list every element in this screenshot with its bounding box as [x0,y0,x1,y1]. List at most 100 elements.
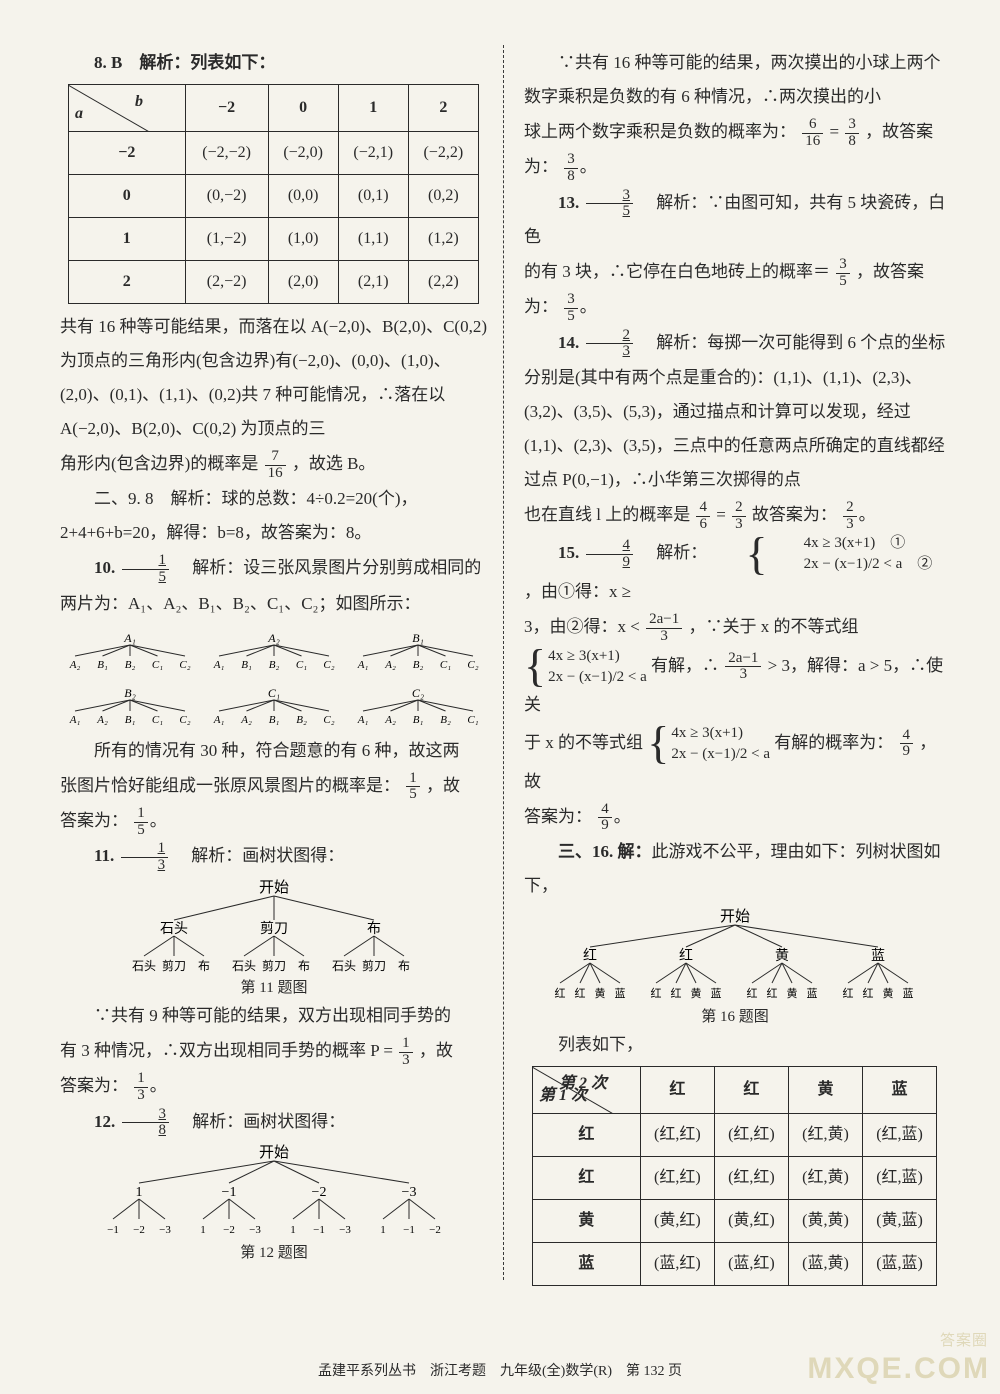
svg-text:石头: 石头 [160,921,188,937]
svg-text:A₂: A₂ [240,714,252,726]
svg-text:1: 1 [136,1185,143,1200]
svg-text:C₂: C₂ [467,659,478,671]
q11-head: 11. 13 解析：画树状图得： [60,839,488,873]
svg-text:−1: −1 [313,1224,325,1236]
svg-text:A₁: A₁ [213,714,225,726]
svg-text:C₁: C₁ [440,659,451,671]
svg-text:B₂: B₂ [413,659,424,671]
q12-p1: ∵共有 16 种等可能的结果，两次摸出的小球上两个数字乘积是负数的有 6 种情况… [524,46,946,114]
svg-text:−1: −1 [403,1224,415,1236]
svg-text:C₁: C₁ [268,686,280,700]
svg-text:黄: 黄 [787,986,798,1000]
q12-head: 12. 38 解析：画树状图得： [60,1105,488,1139]
svg-text:−1: −1 [107,1224,119,1236]
svg-text:B₁: B₁ [412,631,424,645]
svg-text:1: 1 [380,1224,386,1236]
svg-text:1: 1 [290,1224,296,1236]
svg-text:石头: 石头 [232,959,256,973]
svg-text:剪刀: 剪刀 [162,958,186,973]
svg-text:红: 红 [863,987,874,1000]
svg-text:A₁: A₁ [213,659,225,671]
svg-text:红: 红 [583,948,597,964]
q11-p1: ∵共有 9 种等可能的结果，双方出现相同手势的 [60,999,488,1033]
q16-table-diag: 第 2 次 第 1 次 [533,1067,613,1113]
svg-text:C₁: C₁ [152,659,163,671]
svg-text:−3: −3 [249,1224,261,1236]
svg-text:C₁: C₁ [467,714,478,726]
svg-text:A₂: A₂ [96,714,108,726]
svg-text:剪刀: 剪刀 [260,921,288,937]
svg-text:C₂: C₂ [412,686,424,700]
right-column: ∵共有 16 种等可能的结果，两次摸出的小球上两个数字乘积是负数的有 6 种情况… [506,45,946,1280]
q15-head: 15. 49 解析： { 4x ≥ 3(x+1) ① 2x − (x−1)/2 … [524,533,946,609]
q8-table: b a −20 12 −2 (−2,−2)(−2,0) (−2,1)(−2,2)… [68,84,479,304]
svg-text:B₁: B₁ [125,714,136,726]
svg-text:蓝: 蓝 [871,948,885,964]
q10-p2b: 张图片恰好能组成一张原风景图片的概率是： 15 ，故 [60,769,488,803]
left-column: 8. B 解析：列表如下： b a −20 12 −2 (−2,−2)(−2,0… [60,45,500,1280]
watermark-text: 答案圈 [940,1329,988,1350]
svg-text:B₁: B₁ [97,659,108,671]
q14-p1: 分别是(其中有两个点是重合的)：(1,1)、(1,1)、(2,3)、(3,2)、… [524,361,946,497]
svg-text:−2: −2 [429,1224,441,1236]
q11-tree: 开始石头石头剪刀布剪刀石头剪刀布布石头剪刀布第 11 题图 [60,878,488,997]
q10-trees-2: B₂A₁A₂B₁C₁C₂C₁A₁A₂B₁B₂C₂C₂A₁A₂B₁B₂C₁ [60,679,488,731]
svg-text:A₁: A₁ [123,631,136,645]
q15-system3: { 4x ≥ 3(x+1) 2x − (x−1)/2 < a [647,723,770,765]
q8-table-diag: b a [69,85,149,131]
q8-para2: 角形内(包含边界)的概率是 716 ，故选 B。 [60,447,488,481]
q14-p2: 也在直线 l 上的概率是 46 = 23 故答案为： 23。 [524,498,946,532]
svg-text:−1: −1 [222,1185,237,1200]
svg-text:−2: −2 [312,1185,327,1200]
q13-p2: 为： 35。 [524,290,946,324]
page: 8. B 解析：列表如下： b a −20 12 −2 (−2,−2)(−2,0… [0,0,1000,1330]
svg-text:−3: −3 [159,1224,171,1236]
svg-text:B₂: B₂ [124,686,136,700]
svg-text:黄: 黄 [595,986,606,1000]
svg-text:C₂: C₂ [323,714,334,726]
svg-text:−3: −3 [339,1224,351,1236]
svg-text:开始: 开始 [259,879,289,896]
svg-text:B₂: B₂ [269,659,280,671]
svg-text:B₁: B₁ [269,714,280,726]
q9: 二、9. 8 解析：球的总数：4÷0.2=20(个)，2+4+6+b=20，解得… [60,482,488,550]
q12-p1b: 球上两个数字乘积是负数的概率为： 616 = 38 ，故答案 [524,115,946,149]
q15-p5: 答案为： 49。 [524,800,946,834]
svg-text:布: 布 [298,959,310,973]
svg-text:石头: 石头 [132,959,156,973]
watermark-url: MXQE.COM [807,1352,990,1386]
q15-p4: 于 x 的不等式组 { 4x ≥ 3(x+1) 2x − (x−1)/2 < a… [524,723,946,799]
q13-head: 13. 35 解析：∵由图可知，共有 5 块瓷砖，白色 [524,186,946,254]
q12-p2: 为： 38。 [524,150,946,184]
svg-text:剪刀: 剪刀 [262,958,286,973]
svg-text:B₁: B₁ [413,714,424,726]
q16-table: 第 2 次 第 1 次 红红 黄蓝 红 (红,红)(红,红) (红,黄)(红,蓝… [532,1066,937,1286]
q10-p1: 两片为：A₁、A₂、B₁、B₂、C₁、C₂；如图所示： [60,587,488,621]
svg-text:布: 布 [398,959,410,973]
svg-text:A₁: A₁ [357,714,369,726]
svg-text:蓝: 蓝 [903,987,914,1000]
svg-text:黄: 黄 [883,986,894,1000]
q10-trees-1: A₁A₂B₁B₂C₁C₂A₂A₁B₁B₂C₁C₂B₁A₁A₂B₂C₁C₂ [60,624,488,676]
svg-text:红: 红 [843,987,854,1000]
svg-text:红: 红 [651,987,662,1000]
svg-text:C₂: C₂ [179,714,190,726]
svg-text:红: 红 [575,987,586,1000]
svg-text:A₁: A₁ [69,714,81,726]
svg-text:石头: 石头 [332,959,356,973]
q10-p3: 答案为： 15。 [60,804,488,838]
q11-p2: 答案为： 13。 [60,1069,488,1103]
svg-text:剪刀: 剪刀 [362,958,386,973]
svg-text:C₁: C₁ [296,659,307,671]
q16-tree: 开始红红红黄蓝红红红黄蓝黄红红黄蓝蓝红红黄蓝第 16 题图 [524,907,946,1026]
svg-text:A₂: A₂ [69,659,81,671]
svg-text:黄: 黄 [691,986,702,1000]
svg-text:蓝: 蓝 [711,987,722,1000]
svg-text:开始: 开始 [259,1144,289,1161]
column-divider [500,45,506,1280]
svg-text:黄: 黄 [775,947,789,964]
svg-text:1: 1 [200,1224,206,1236]
svg-text:B₂: B₂ [440,714,451,726]
svg-text:A₁: A₁ [357,659,369,671]
q12-tree: 开始1−1−2−3−11−2−3−21−1−3−31−1−2第 12 题图 [60,1143,488,1262]
